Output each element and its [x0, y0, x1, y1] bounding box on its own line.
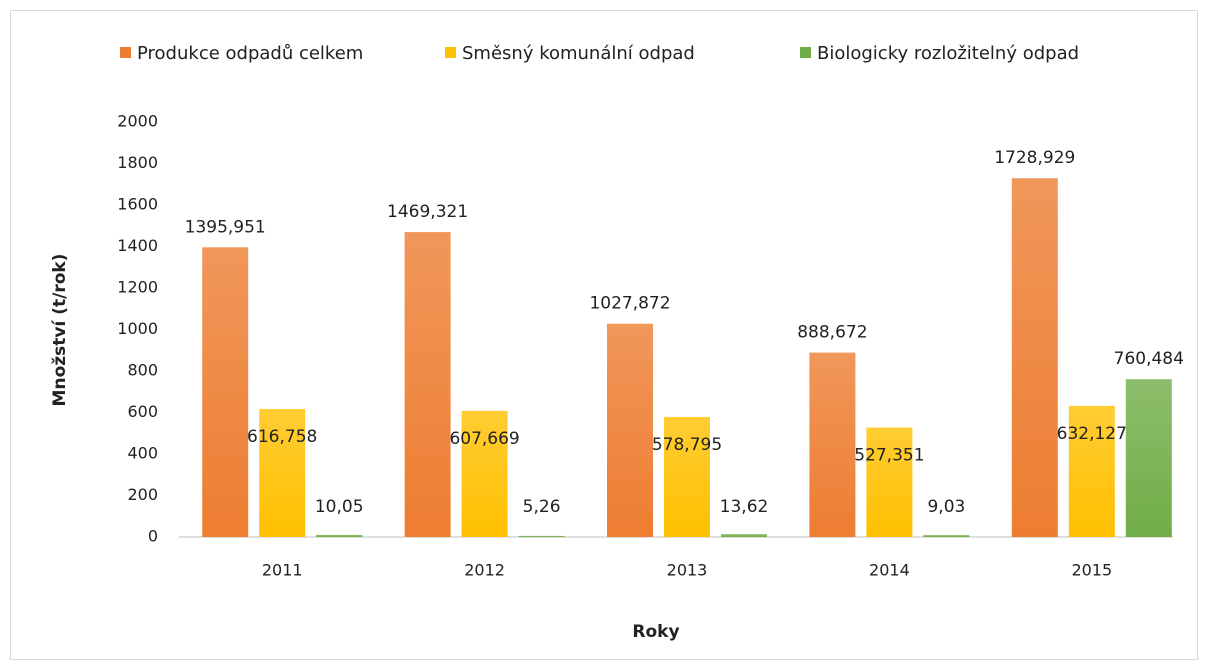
data-label: 9,03	[927, 497, 965, 517]
legend-text: Biologicky rozložitelný odpad	[817, 43, 1079, 64]
y-axis-title: Množství (t/rok)	[50, 254, 70, 407]
y-tick-label: 1000	[117, 319, 158, 338]
data-label: 10,05	[315, 497, 364, 517]
bar	[923, 535, 970, 537]
y-tick-label: 2000	[117, 112, 158, 131]
legend-text: Směsný komunální odpad	[462, 43, 695, 64]
bar	[721, 534, 767, 537]
x-tick-label: 2014	[869, 561, 910, 580]
bar	[518, 535, 565, 537]
legend-swatch	[120, 47, 131, 58]
x-tick-label: 2015	[1071, 561, 1112, 580]
y-tick-label: 1600	[117, 195, 158, 214]
y-tick-label: 400	[127, 444, 158, 463]
legend-swatch	[800, 47, 811, 58]
data-label: 760,484	[1114, 349, 1184, 369]
bar	[404, 232, 451, 537]
data-label: 632,127	[1057, 424, 1127, 444]
data-label: 5,26	[523, 497, 561, 517]
legend-text: Produkce odpadů celkem	[137, 43, 363, 64]
bar	[202, 247, 249, 538]
data-label: 527,351	[854, 446, 924, 466]
bar	[809, 352, 856, 537]
x-axis-title: Roky	[632, 622, 679, 642]
legend-swatch	[445, 47, 456, 58]
bar	[1011, 178, 1058, 537]
bar	[1125, 379, 1172, 537]
y-tick-label: 200	[127, 485, 158, 504]
x-tick-label: 2013	[667, 561, 708, 580]
y-tick-label: 1400	[117, 236, 158, 255]
y-tick-label: 0	[148, 527, 158, 546]
data-label: 1027,872	[589, 294, 670, 314]
data-label: 13,62	[720, 497, 769, 517]
x-tick-label: 2012	[464, 561, 505, 580]
y-tick-label: 600	[127, 402, 158, 421]
bar	[664, 416, 710, 537]
data-label: 1395,951	[185, 217, 266, 237]
data-label: 1728,929	[994, 148, 1075, 168]
bar	[1068, 405, 1115, 537]
y-tick-label: 800	[127, 361, 158, 380]
y-tick-label: 1800	[117, 153, 158, 172]
data-label: 607,669	[449, 429, 519, 449]
data-label: 888,672	[797, 323, 867, 343]
y-tick-label: 1200	[117, 278, 158, 297]
data-label: 616,758	[247, 427, 317, 447]
bar	[607, 323, 653, 537]
bar	[259, 409, 306, 537]
bar	[316, 534, 363, 537]
data-label: 1469,321	[387, 202, 468, 222]
bar	[461, 410, 508, 537]
bar	[866, 427, 913, 537]
x-tick-label: 2011	[262, 561, 303, 580]
data-label: 578,795	[652, 435, 722, 455]
